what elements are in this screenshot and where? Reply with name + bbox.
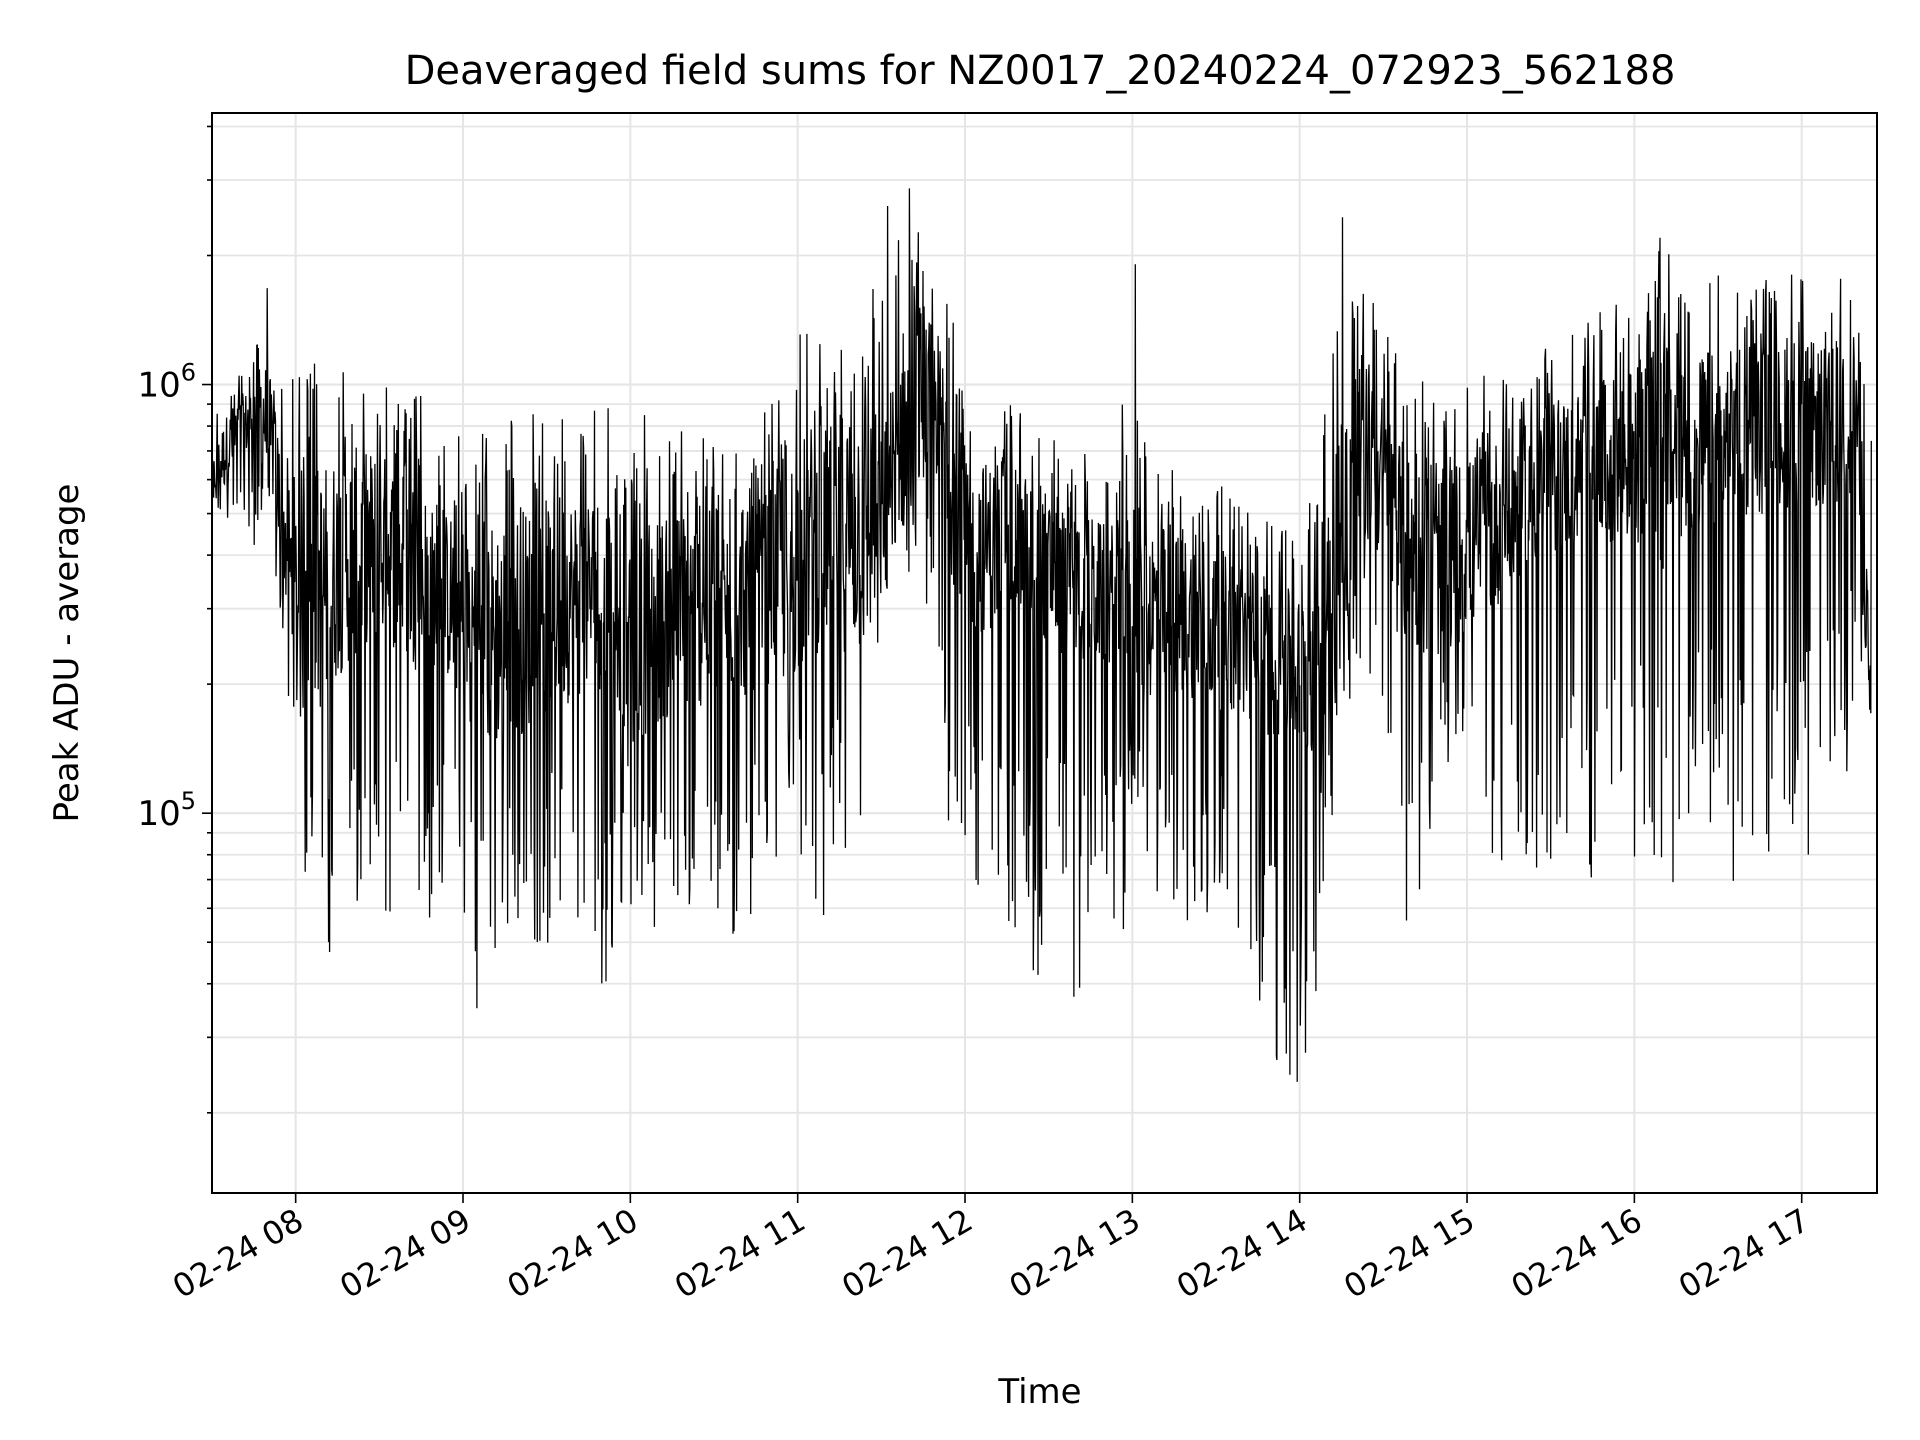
y-tick-label: 106	[137, 359, 196, 406]
series-line	[212, 188, 1872, 1082]
y-tick-label-base: 10	[137, 366, 180, 406]
y-tick-label-exponent: 5	[181, 787, 196, 815]
y-tick-label-exponent: 6	[181, 359, 196, 387]
x-axis-label: Time	[997, 1372, 1081, 1412]
y-tick-label: 105	[137, 787, 196, 834]
plot-frame	[211, 112, 1878, 1194]
chart-title: Deaveraged field sums for NZ0017_2024022…	[405, 48, 1676, 94]
y-tick-label-base: 10	[137, 794, 180, 834]
y-axis-label: Peak ADU - average	[47, 484, 87, 823]
plot-area	[212, 188, 1872, 1082]
